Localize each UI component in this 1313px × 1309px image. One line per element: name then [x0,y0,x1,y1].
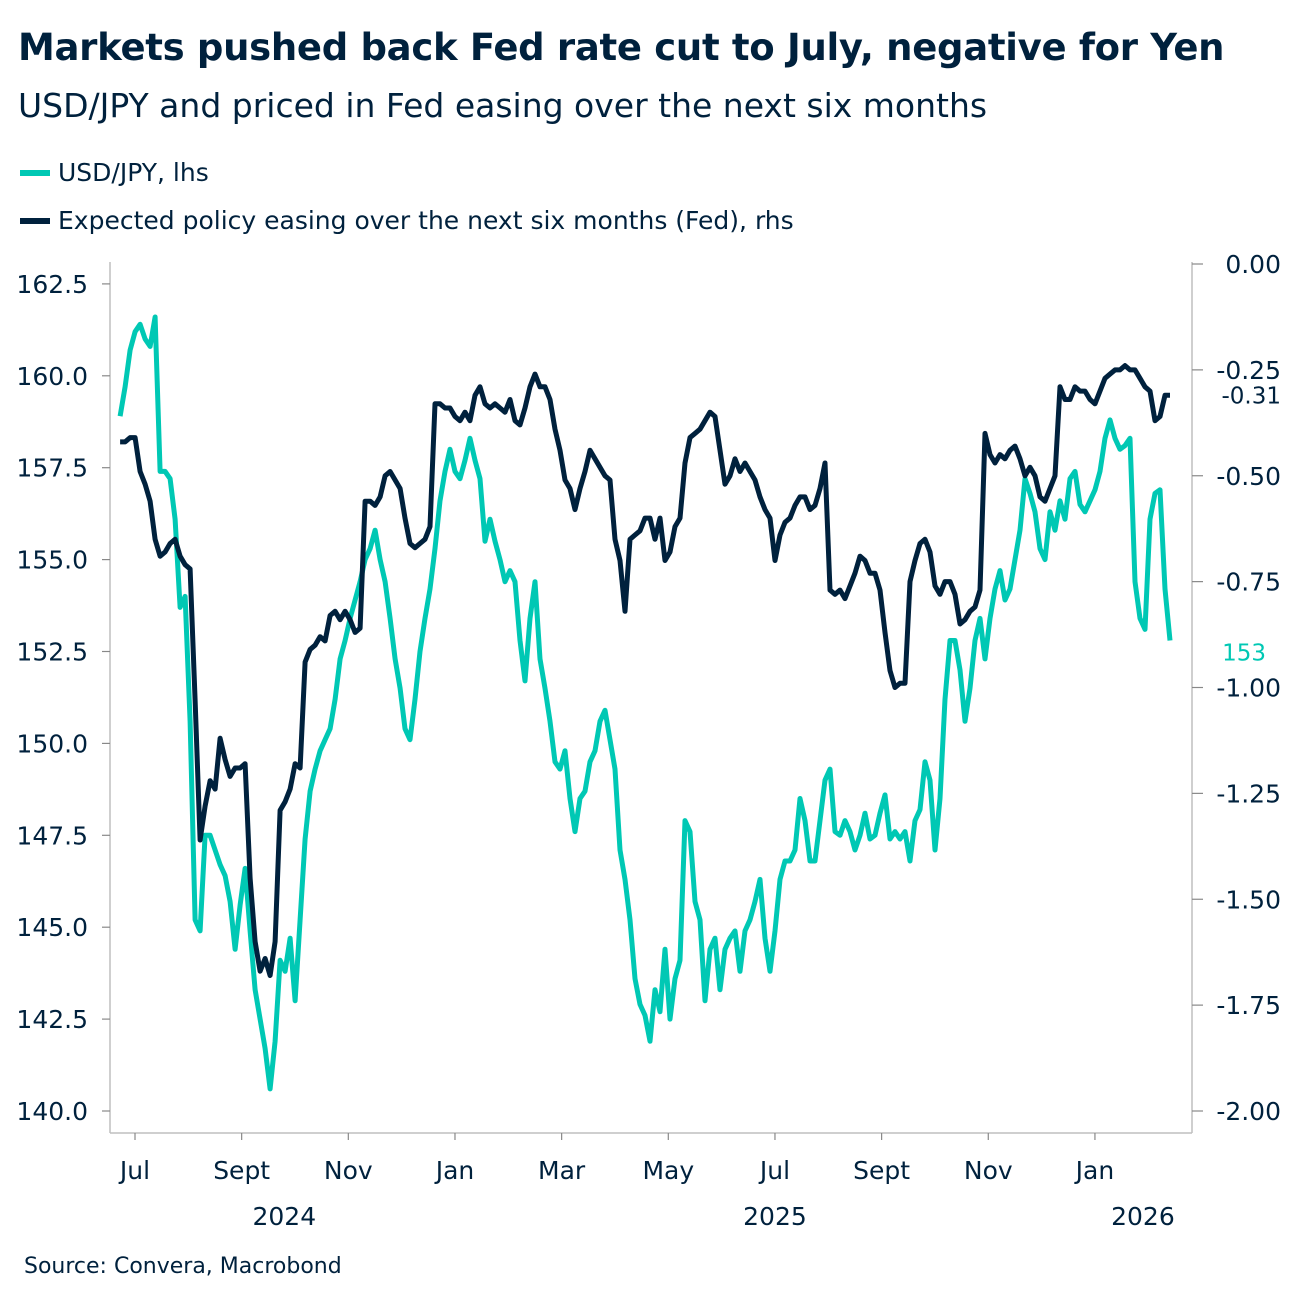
right-axis-tick-label: -1.75 [1216,991,1281,1020]
right-axis-tick-label: -0.50 [1216,462,1281,491]
right-axis-tick-label: -0.75 [1216,568,1281,597]
chart-subtitle: USD/JPY and priced in Fed easing over th… [18,86,988,125]
x-axis-tick-label: Nov [324,1156,373,1185]
fed-easing-line [120,363,1170,978]
legend-label-usdjpy: USD/JPY, lhs [58,158,209,187]
left-axis-tick-label: 162.5 [16,270,88,299]
legend-swatch-fed [20,217,50,224]
x-axis-year-label: 2024 [253,1202,317,1231]
left-axis-tick-label: 145.0 [16,913,88,942]
left-axis-tick-label: 147.5 [16,821,88,850]
chart-title: Markets pushed back Fed rate cut to July… [18,26,1225,69]
x-axis-tick-label: Mar [538,1156,586,1185]
x-axis-tick-label: Jan [1074,1156,1115,1185]
right-axis-tick-label: -1.50 [1216,885,1281,914]
x-axis-tick-label: Jul [758,1156,790,1185]
left-axis-tick-label: 155.0 [16,546,88,575]
right-axis-tick-label: -1.00 [1216,674,1281,703]
left-axis-tick-label: 150.0 [16,729,88,758]
x-axis-year-label: 2026 [1111,1202,1175,1231]
fed-last-value-bg [1212,379,1292,410]
x-axis-tick-label: Nov [964,1156,1013,1185]
x-axis-tick-label: May [642,1156,694,1185]
x-axis-tick-label: Sept [213,1156,270,1185]
fed-last-value-label: -0.31 [1221,383,1281,409]
x-axis-year-label: 2025 [743,1202,807,1231]
left-axis-tick-label: 140.0 [16,1097,88,1126]
usdjpy-line [117,314,1173,1092]
legend-item-fed: Expected policy easing over the next six… [20,206,794,235]
right-axis-tick-label: 0.00 [1225,250,1281,279]
right-axis-tick-label: -2.00 [1216,1097,1281,1126]
usdjpy-last-value-label: 153 [1222,640,1266,666]
left-axis-tick-label: 142.5 [16,1005,88,1034]
x-axis-tick-label: Jan [434,1156,475,1185]
left-axis-tick-label: 157.5 [16,454,88,483]
x-axis-tick-label: Sept [853,1156,910,1185]
right-axis-tick-label: -1.25 [1216,779,1281,808]
left-axis-tick-label: 160.0 [16,362,88,391]
legend-swatch-usdjpy [20,169,50,176]
legend-item-usdjpy: USD/JPY, lhs [20,158,209,187]
source-note: Source: Convera, Macrobond [24,1254,342,1279]
left-axis-tick-label: 152.5 [16,638,88,667]
legend-label-fed: Expected policy easing over the next six… [58,206,794,235]
x-axis-tick-label: Jul [118,1156,150,1185]
